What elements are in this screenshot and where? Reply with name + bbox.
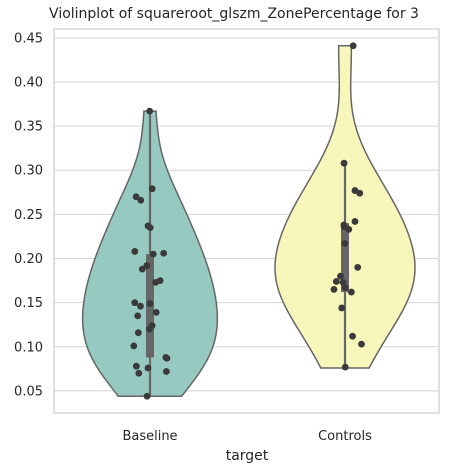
data-point	[332, 278, 340, 285]
data-point	[356, 189, 364, 197]
data-point	[347, 288, 355, 296]
data-point	[341, 240, 349, 247]
y-tick-label: 0.20	[14, 252, 43, 267]
data-point	[137, 196, 145, 204]
iqr-box	[341, 223, 349, 293]
data-point	[146, 224, 154, 232]
data-point	[337, 272, 344, 280]
data-point	[131, 299, 139, 307]
data-point	[152, 308, 160, 316]
data-point	[138, 265, 146, 273]
y-tick-label: 0.15	[14, 296, 43, 311]
y-tick-label: 0.05	[14, 384, 43, 399]
data-point	[351, 218, 359, 225]
data-point	[341, 284, 349, 292]
data-point	[330, 286, 338, 293]
data-point	[152, 278, 160, 286]
x-axis-label: target	[226, 448, 269, 464]
axes-frame	[53, 28, 440, 414]
data-point	[354, 263, 362, 271]
data-point	[341, 363, 349, 371]
y-tick-label: 0.10	[14, 340, 43, 355]
data-point	[338, 304, 346, 312]
data-point	[163, 354, 171, 362]
data-point	[132, 362, 140, 370]
y-tick-label: 0.40	[14, 75, 43, 90]
data-point	[358, 340, 365, 348]
y-tick-label: 0.30	[14, 164, 43, 179]
chart-title: Violinplot of squareroot_glszm_ZonePerce…	[49, 6, 419, 22]
data-point	[146, 300, 154, 307]
data-point	[131, 248, 139, 255]
data-point	[148, 185, 156, 193]
y-tick-label: 0.25	[14, 208, 43, 223]
y-tick-label: 0.45	[14, 31, 43, 46]
data-point	[163, 368, 170, 375]
data-point	[143, 392, 151, 400]
data-point	[339, 278, 347, 286]
y-tick-label: 0.35	[14, 120, 43, 135]
data-point	[149, 250, 157, 258]
data-point	[134, 329, 142, 337]
x-tick-label: Controls	[318, 429, 372, 444]
data-point	[132, 193, 140, 201]
data-point	[340, 159, 348, 167]
data-point	[146, 107, 154, 115]
data-point	[144, 364, 152, 372]
plot-area: 0.05 0.10 0.15 0.20 0.25 0.30 0.35 0.40 0.45 Base…	[14, 28, 440, 444]
data-point	[349, 42, 357, 50]
data-point	[345, 225, 353, 233]
data-point	[134, 312, 142, 320]
data-point	[130, 342, 138, 350]
data-point	[137, 302, 144, 310]
data-point	[146, 325, 153, 333]
data-point	[135, 369, 143, 377]
x-tick-label: Baseline	[122, 429, 177, 444]
data-point	[160, 249, 168, 257]
data-point	[349, 332, 356, 340]
